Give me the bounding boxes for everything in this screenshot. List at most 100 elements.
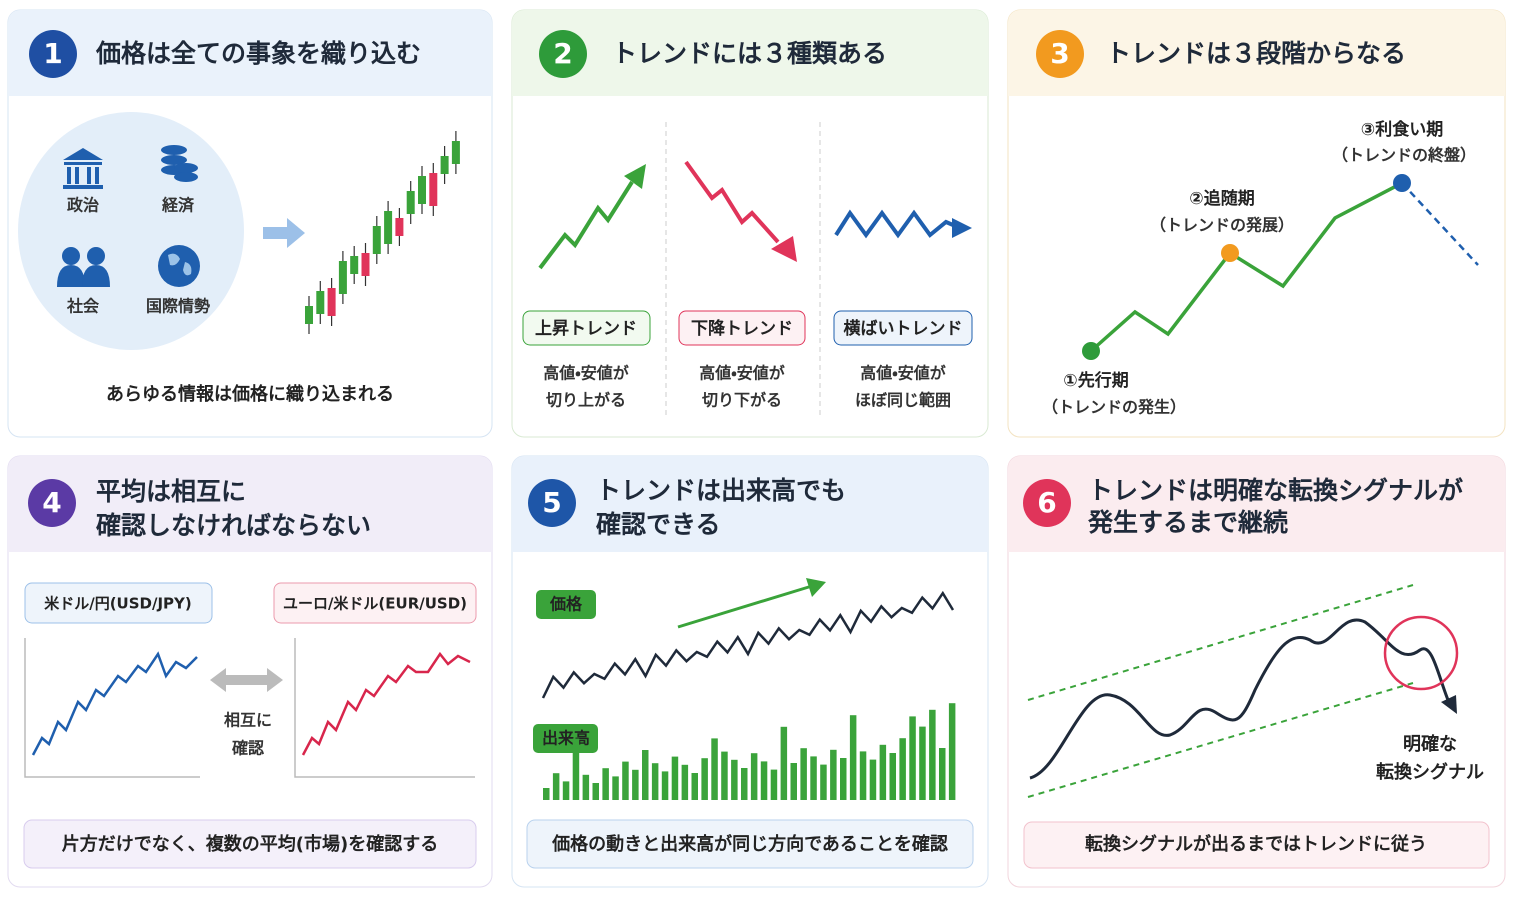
usdjpy-line [31,651,198,756]
volume-bar [602,768,609,800]
panel-title: トレンドは出来高でも [596,476,846,505]
volume-bar [840,758,847,800]
signal-label: 明確な [1403,733,1457,755]
volume-bar [780,726,788,800]
panel-5: 5 トレンドは出来高でも 確認できる 価格 出来高 価格の動きと出来高が同じ方向… [511,455,989,888]
panel-footer: 価格の動きと出来高が同じ方向であることを確認 [551,833,948,855]
price-badge: 価格 [549,595,583,614]
number-badge [28,479,76,527]
eurusd-line [301,651,471,756]
volume-bar [632,769,639,800]
volume-bar [612,776,619,800]
candle-body [440,156,449,174]
panel-number: 3 [1050,37,1069,70]
panel-title: 確認しなければならない [96,511,371,540]
panel-number: 1 [43,37,62,70]
link-label: 確認 [232,739,264,758]
candle-body [338,261,347,294]
double-arrow [210,668,283,692]
uptrend-line [538,180,634,270]
volume-bar [810,756,817,800]
candle-body [395,218,404,236]
volume-bar [543,788,550,800]
candle-body [316,291,325,314]
market-label: 米ドル/円(USD/JPY) [44,595,192,613]
panel-3: 3 トレンドは３段階からなる ①先行期 （トレンドの発生） ②追随期 （トレンド… [1007,9,1506,438]
panel-number: 2 [553,37,572,70]
panel-2: 2 トレンドには３種類ある 上昇トレンド 下降トレンド 横ばいトレンド 高値・安… [511,9,989,438]
volume-bar [711,738,718,800]
volume-bar [691,773,698,800]
volume-bar [661,771,669,800]
candle-body [305,306,313,324]
volume-bar [889,753,896,800]
stage-dot [1221,244,1239,262]
panel-title: 確認できる [596,510,721,539]
trend-label: 下降トレンド [691,318,793,339]
candlesticks [305,131,460,334]
stage-name: ③利食い期 [1361,119,1443,140]
panel-title: トレンドには３種類ある [612,39,887,68]
trend-description: 切り下がる [702,391,782,410]
trend-label-box [522,310,651,346]
panel-6: 6 トレンドは明確な転換シグナルが 発生するまで継続 明確な 転換シグナル 転換… [1007,455,1506,888]
candle-body [350,256,359,274]
volume-bar [671,756,679,800]
volume-bar [929,709,936,800]
volume-bar [770,769,778,800]
candle-body [361,253,370,276]
panel-title: 平均は相互に [96,477,246,506]
caption: あらゆる情報は価格に織り込まれる [106,383,394,405]
panel-footer: 転換シグナルが出るまではトレンドに従う [1085,833,1427,855]
volume-bar [731,759,738,800]
panel-title: トレンドは３段階からなる [1106,39,1406,68]
trend-description: 高値・安値が [699,364,784,383]
volume-bar [760,761,768,800]
stage-note: （トレンドの終盤） [1332,146,1476,165]
trend-description: 高値・安値が [543,364,628,383]
volume-bar [642,750,649,800]
volume-bar [869,759,877,800]
panel-footer: 片方だけでなく、複数の平均(市場)を確認する [62,833,438,855]
trend-label-box [678,310,806,346]
signal-circle [1383,615,1459,691]
arrow [263,218,305,248]
volume-bars [543,703,956,800]
volume-bar [909,716,916,800]
trend-description: 高値・安値が [860,364,945,383]
panel-title: トレンドは明確な転換シグナルが [1088,476,1463,505]
volume-bar [830,749,837,800]
candle-body [429,173,438,206]
signal-label: 転換シグナル [1376,761,1484,783]
volume-bar [899,738,906,800]
number-badge [528,479,576,527]
volume-bar [572,738,580,800]
icon-label: 社会 [66,297,100,316]
volume-bar [939,748,946,800]
candle-body [418,176,426,204]
number-badge [1036,30,1084,78]
volume-bar [562,781,570,800]
volume-bar [820,764,827,800]
trend-description: 切り上がる [546,391,626,410]
volume-bar [622,761,629,800]
volume-bar [750,753,758,800]
volume-bar [651,763,659,800]
candle-body [384,211,393,244]
number-badge [29,30,77,78]
price-line [541,590,955,699]
volume-bar [948,703,956,800]
stage-dot [1082,342,1100,360]
stage-name: ①先行期 [1063,370,1128,391]
trend-description: ほぼ同じ範囲 [855,391,951,410]
number-badge [539,30,587,78]
sideways-line [834,209,961,239]
trend-label: 横ばいトレンド [844,318,963,339]
icon-label: 国際情勢 [146,297,210,316]
volume-bar [790,763,797,800]
trend-label: 上昇トレンド [535,319,637,339]
volume-bar [582,774,590,800]
candle-body [406,191,415,214]
volume-bar [919,726,926,800]
panel-number: 5 [542,486,561,519]
